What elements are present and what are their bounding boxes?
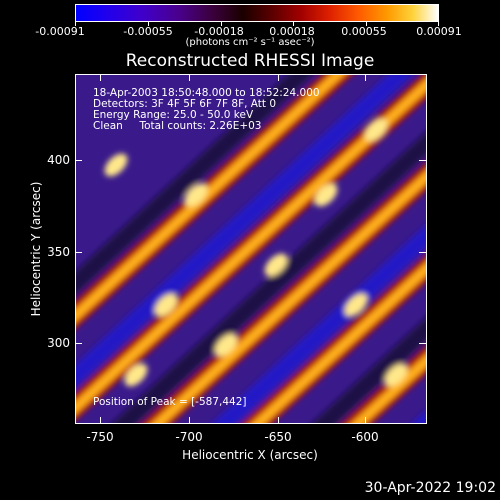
x-tick-mark bbox=[100, 417, 101, 424]
info-energy-range: Energy Range: 25.0 - 50.0 keV bbox=[93, 109, 254, 121]
colorbar-tick-label: -0.00018 bbox=[194, 25, 244, 38]
heatmap-image bbox=[76, 75, 426, 423]
y-tick-mark bbox=[419, 160, 426, 161]
emission-peak bbox=[264, 253, 288, 277]
emission-peak bbox=[154, 293, 178, 317]
colorbar-tick bbox=[293, 22, 294, 26]
emission-peak bbox=[104, 153, 128, 177]
trough-band bbox=[212, 224, 426, 423]
trough-band bbox=[412, 410, 426, 423]
emission-band bbox=[142, 163, 426, 423]
x-tick-label: -750 bbox=[86, 430, 114, 444]
x-tick-label: -700 bbox=[175, 430, 203, 444]
colorbar-tick bbox=[438, 22, 439, 26]
y-tick-mark bbox=[75, 160, 82, 161]
emission-peak bbox=[314, 183, 338, 207]
x-tick-mark bbox=[278, 417, 279, 424]
trough-band bbox=[76, 75, 313, 295]
colorbar-tick-label: 0.00018 bbox=[269, 25, 315, 38]
x-axis-title: Heliocentric X (arcsec) bbox=[182, 448, 318, 462]
plot-timestamp: 30-Apr-2022 19:02 bbox=[364, 480, 496, 496]
y-tick-label: 400 bbox=[47, 153, 70, 167]
emission-peak bbox=[124, 363, 148, 387]
x-tick-mark bbox=[365, 74, 366, 81]
trough-band bbox=[112, 132, 426, 423]
emission-band bbox=[76, 75, 353, 329]
emission-band-core bbox=[76, 78, 426, 414]
colorbar-tick bbox=[221, 22, 222, 26]
x-tick-mark bbox=[189, 417, 190, 424]
y-tick-label: 350 bbox=[47, 245, 70, 259]
x-tick-mark bbox=[100, 74, 101, 81]
y-tick-mark bbox=[419, 252, 426, 253]
colorbar-tick-label: -0.00055 bbox=[123, 25, 173, 38]
colorbar-tick bbox=[366, 22, 367, 26]
emission-band bbox=[242, 254, 426, 423]
emission-peak bbox=[364, 118, 388, 142]
x-tick-label: -650 bbox=[264, 430, 292, 444]
emission-band-core bbox=[151, 170, 426, 423]
colorbar-tick bbox=[148, 22, 149, 26]
trough-band bbox=[312, 317, 426, 423]
colorbar-unit: (photons cm⁻² s⁻¹ asec⁻²) bbox=[185, 37, 315, 48]
chart-title: Reconstructed RHESSI Image bbox=[125, 51, 375, 71]
x-tick-label: -600 bbox=[351, 430, 379, 444]
colorbar bbox=[75, 4, 439, 22]
info-peak-position: Position of Peak = [-587,442] bbox=[93, 396, 247, 408]
y-tick-label: 300 bbox=[47, 336, 70, 350]
emission-peak bbox=[344, 293, 368, 317]
emission-band-core bbox=[351, 354, 426, 423]
colorbar-tick-label: -0.00091 bbox=[35, 25, 85, 38]
y-axis-title: Heliocentric Y (arcsec) bbox=[29, 181, 43, 317]
colorbar-tick-label: 0.00055 bbox=[341, 25, 387, 38]
plot-area bbox=[75, 74, 427, 424]
info-detectors: Detectors: 3F 4F 5F 6F 7F 8F, Att 0 bbox=[93, 98, 277, 110]
info-time-range: 18-Apr-2003 18:50:48.000 to 18:52:24.000 bbox=[93, 87, 320, 99]
y-tick-mark bbox=[75, 252, 82, 253]
emission-peak bbox=[214, 333, 238, 357]
y-tick-mark bbox=[419, 343, 426, 344]
x-tick-mark bbox=[278, 74, 279, 81]
x-tick-mark bbox=[365, 417, 366, 424]
info-clean-counts: Clean Total counts: 2.26E+03 bbox=[93, 120, 262, 132]
colorbar-tick bbox=[75, 22, 76, 26]
x-tick-mark bbox=[189, 74, 190, 81]
colorbar-tick-label: 0.00091 bbox=[416, 25, 462, 38]
y-tick-mark bbox=[75, 343, 82, 344]
emission-band-core bbox=[251, 262, 426, 423]
emission-peak bbox=[384, 363, 408, 387]
emission-peak bbox=[184, 183, 208, 207]
